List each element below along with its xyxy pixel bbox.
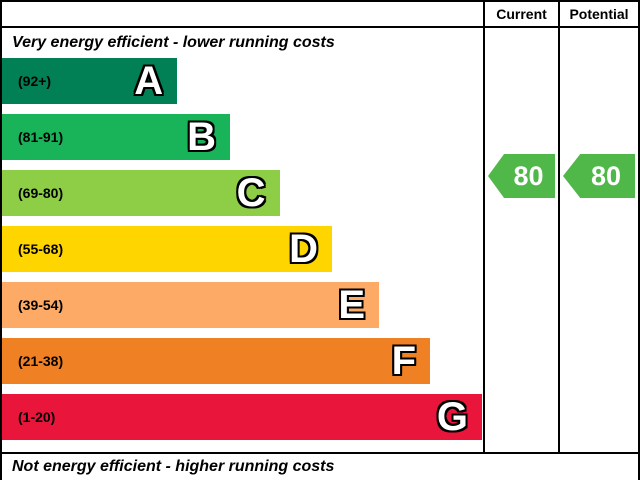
- band-letter: E: [338, 283, 366, 327]
- band-letter: G: [436, 395, 469, 439]
- band-letter: A: [134, 59, 164, 103]
- band-range-label: (81-91): [18, 129, 64, 145]
- band-range-label: (92+): [18, 73, 52, 89]
- header-spacer: [2, 2, 483, 28]
- current-column: 80: [483, 28, 558, 454]
- potential-arrow: 80: [563, 154, 635, 198]
- band-range-label: (69-80): [18, 185, 64, 201]
- band-range-label: (1-20): [18, 409, 56, 425]
- band-bar-G: (1-20) G: [2, 394, 483, 440]
- band-list: (92+) A (81-91) B (69-80) C (55-68) D (39-54) E (2…: [2, 58, 483, 440]
- band-letter: D: [289, 227, 318, 271]
- band-bar-B: (81-91) B: [2, 114, 230, 160]
- band-bar-F: (21-38) F: [2, 338, 431, 384]
- caption-efficient: Very energy efficient - lower running co…: [12, 34, 335, 51]
- band-bar-C: (69-80) C: [2, 170, 280, 216]
- band-bar-D: (55-68) D: [2, 226, 332, 272]
- band-letter: F: [391, 339, 417, 383]
- potential-column: 80: [558, 28, 638, 454]
- band-bar-E: (39-54) E: [2, 282, 380, 328]
- band-range-label: (39-54): [18, 297, 64, 313]
- band-range-label: (21-38): [18, 353, 64, 369]
- band-bar-A: (92+) A: [2, 58, 178, 104]
- band-letter: B: [187, 115, 216, 159]
- current-arrow: 80: [488, 154, 555, 198]
- band-scale-area: Very energy efficient - lower running co…: [2, 28, 483, 454]
- band-letter: C: [236, 171, 266, 215]
- header-potential: Potential: [558, 2, 638, 28]
- caption-not-efficient: Not energy efficient - higher running co…: [12, 458, 335, 475]
- band-range-label: (55-68): [18, 241, 64, 257]
- header-current: Current: [483, 2, 558, 28]
